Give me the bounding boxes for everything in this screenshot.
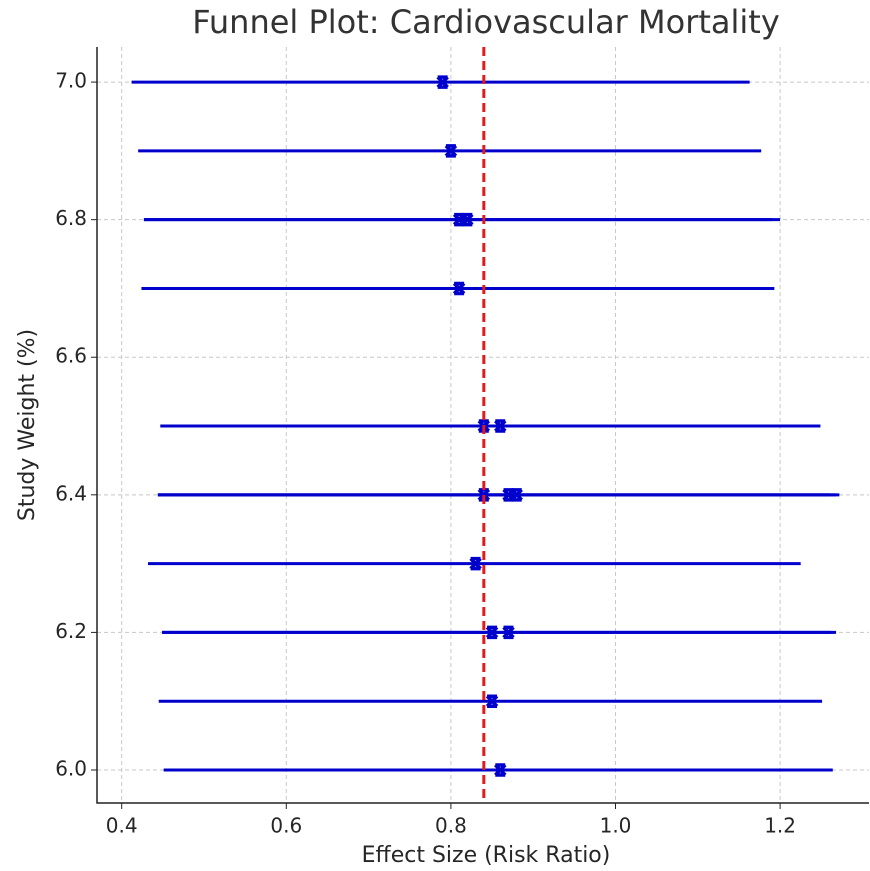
point (485, 694, 499, 708)
x-axis-label: Effect Size (Risk Ratio) (362, 843, 611, 868)
y-tick-label: 6.0 (55, 756, 87, 780)
point (452, 212, 466, 227)
point (461, 212, 474, 227)
point (494, 419, 507, 433)
chart-title: Funnel Plot: Cardiovascular Mortality (192, 3, 780, 41)
point (436, 75, 449, 89)
point (444, 144, 458, 158)
y-tick-label: 6.8 (55, 206, 87, 230)
x-tick-label: 1.2 (764, 814, 796, 838)
point (502, 625, 515, 640)
x-tick-label: 1.0 (600, 814, 632, 838)
x-tick-label: 0.8 (435, 814, 467, 838)
point (477, 488, 491, 502)
point (502, 488, 515, 502)
axis-spine (96, 47, 869, 804)
point (485, 625, 499, 640)
point (494, 763, 507, 777)
point (510, 488, 523, 502)
x-tick-label: 0.4 (106, 814, 138, 838)
point (469, 556, 482, 571)
y-tick-label: 7.0 (55, 69, 87, 93)
y-axis-label: Study Weight (%) (15, 329, 40, 521)
x-tick-label: 0.6 (270, 814, 302, 838)
point (452, 281, 466, 296)
y-tick-label: 6.4 (55, 481, 87, 505)
y-tick-label: 6.2 (55, 619, 87, 643)
y-tick-label: 6.6 (55, 344, 87, 368)
